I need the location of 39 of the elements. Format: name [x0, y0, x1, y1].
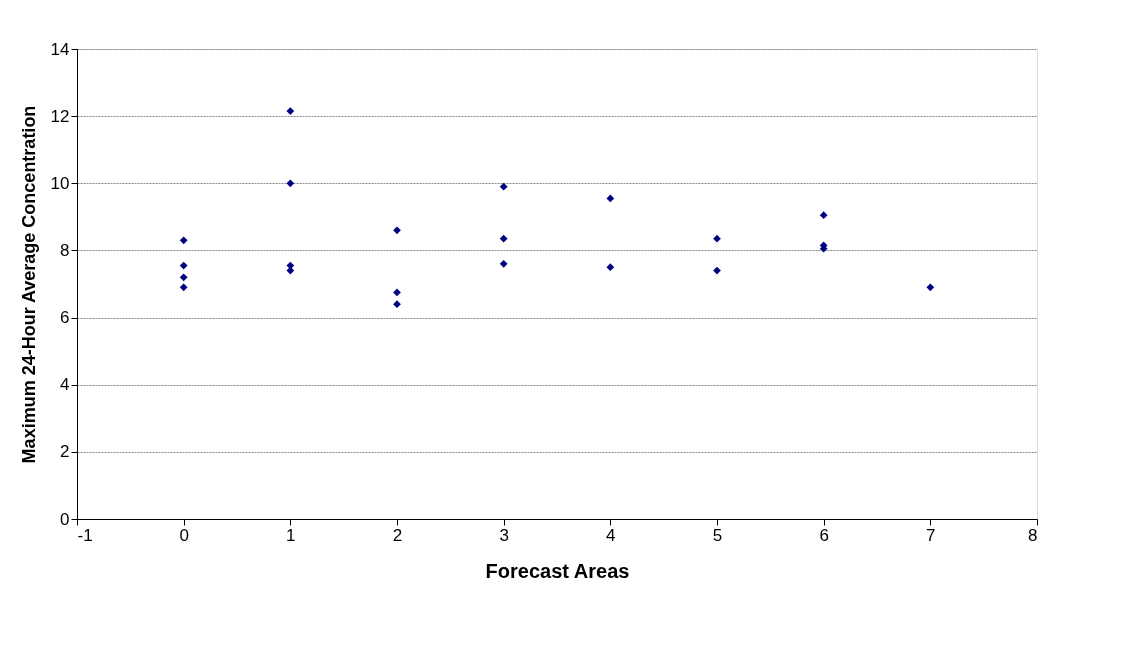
point [393, 288, 401, 297]
y-tick-label: 4 [60, 375, 70, 395]
point [179, 261, 188, 270]
point [606, 194, 615, 203]
y-axis-title: Maximum 24-Hour Average Concentration [18, 105, 39, 464]
point [286, 107, 295, 115]
x-tick-label: 4 [606, 525, 616, 545]
x-tick-label: 6 [819, 525, 829, 545]
y-tick-label: 8 [60, 240, 70, 260]
x-tick-label: 0 [179, 525, 189, 545]
x-tick-label: -1 [77, 525, 93, 545]
point [499, 182, 508, 191]
y-tick-label: 2 [60, 442, 70, 462]
point [286, 179, 295, 188]
point [179, 273, 188, 282]
point [179, 283, 188, 292]
y-tick-label: 14 [50, 39, 70, 59]
x-tick-label: 3 [499, 525, 509, 545]
point [606, 263, 615, 272]
x-tick-label: 7 [926, 525, 936, 545]
point [499, 234, 508, 243]
point [499, 259, 508, 268]
y-tick-label: 0 [60, 509, 70, 529]
point [819, 211, 828, 220]
point [393, 300, 401, 309]
point [179, 236, 188, 245]
y-tick-label: 10 [50, 173, 70, 193]
y-tick-label: 6 [60, 308, 70, 328]
point [926, 283, 935, 292]
y-tick-label: 12 [50, 106, 70, 126]
x-tick-label: 8 [1028, 525, 1038, 545]
point [393, 226, 401, 235]
point [713, 266, 721, 275]
x-tick-label: 2 [392, 525, 403, 545]
point [713, 234, 721, 243]
x-tick-label: 1 [286, 525, 296, 545]
point [286, 261, 295, 270]
x-axis-title: Forecast Areas [485, 559, 630, 582]
x-tick-label: 5 [712, 525, 723, 545]
